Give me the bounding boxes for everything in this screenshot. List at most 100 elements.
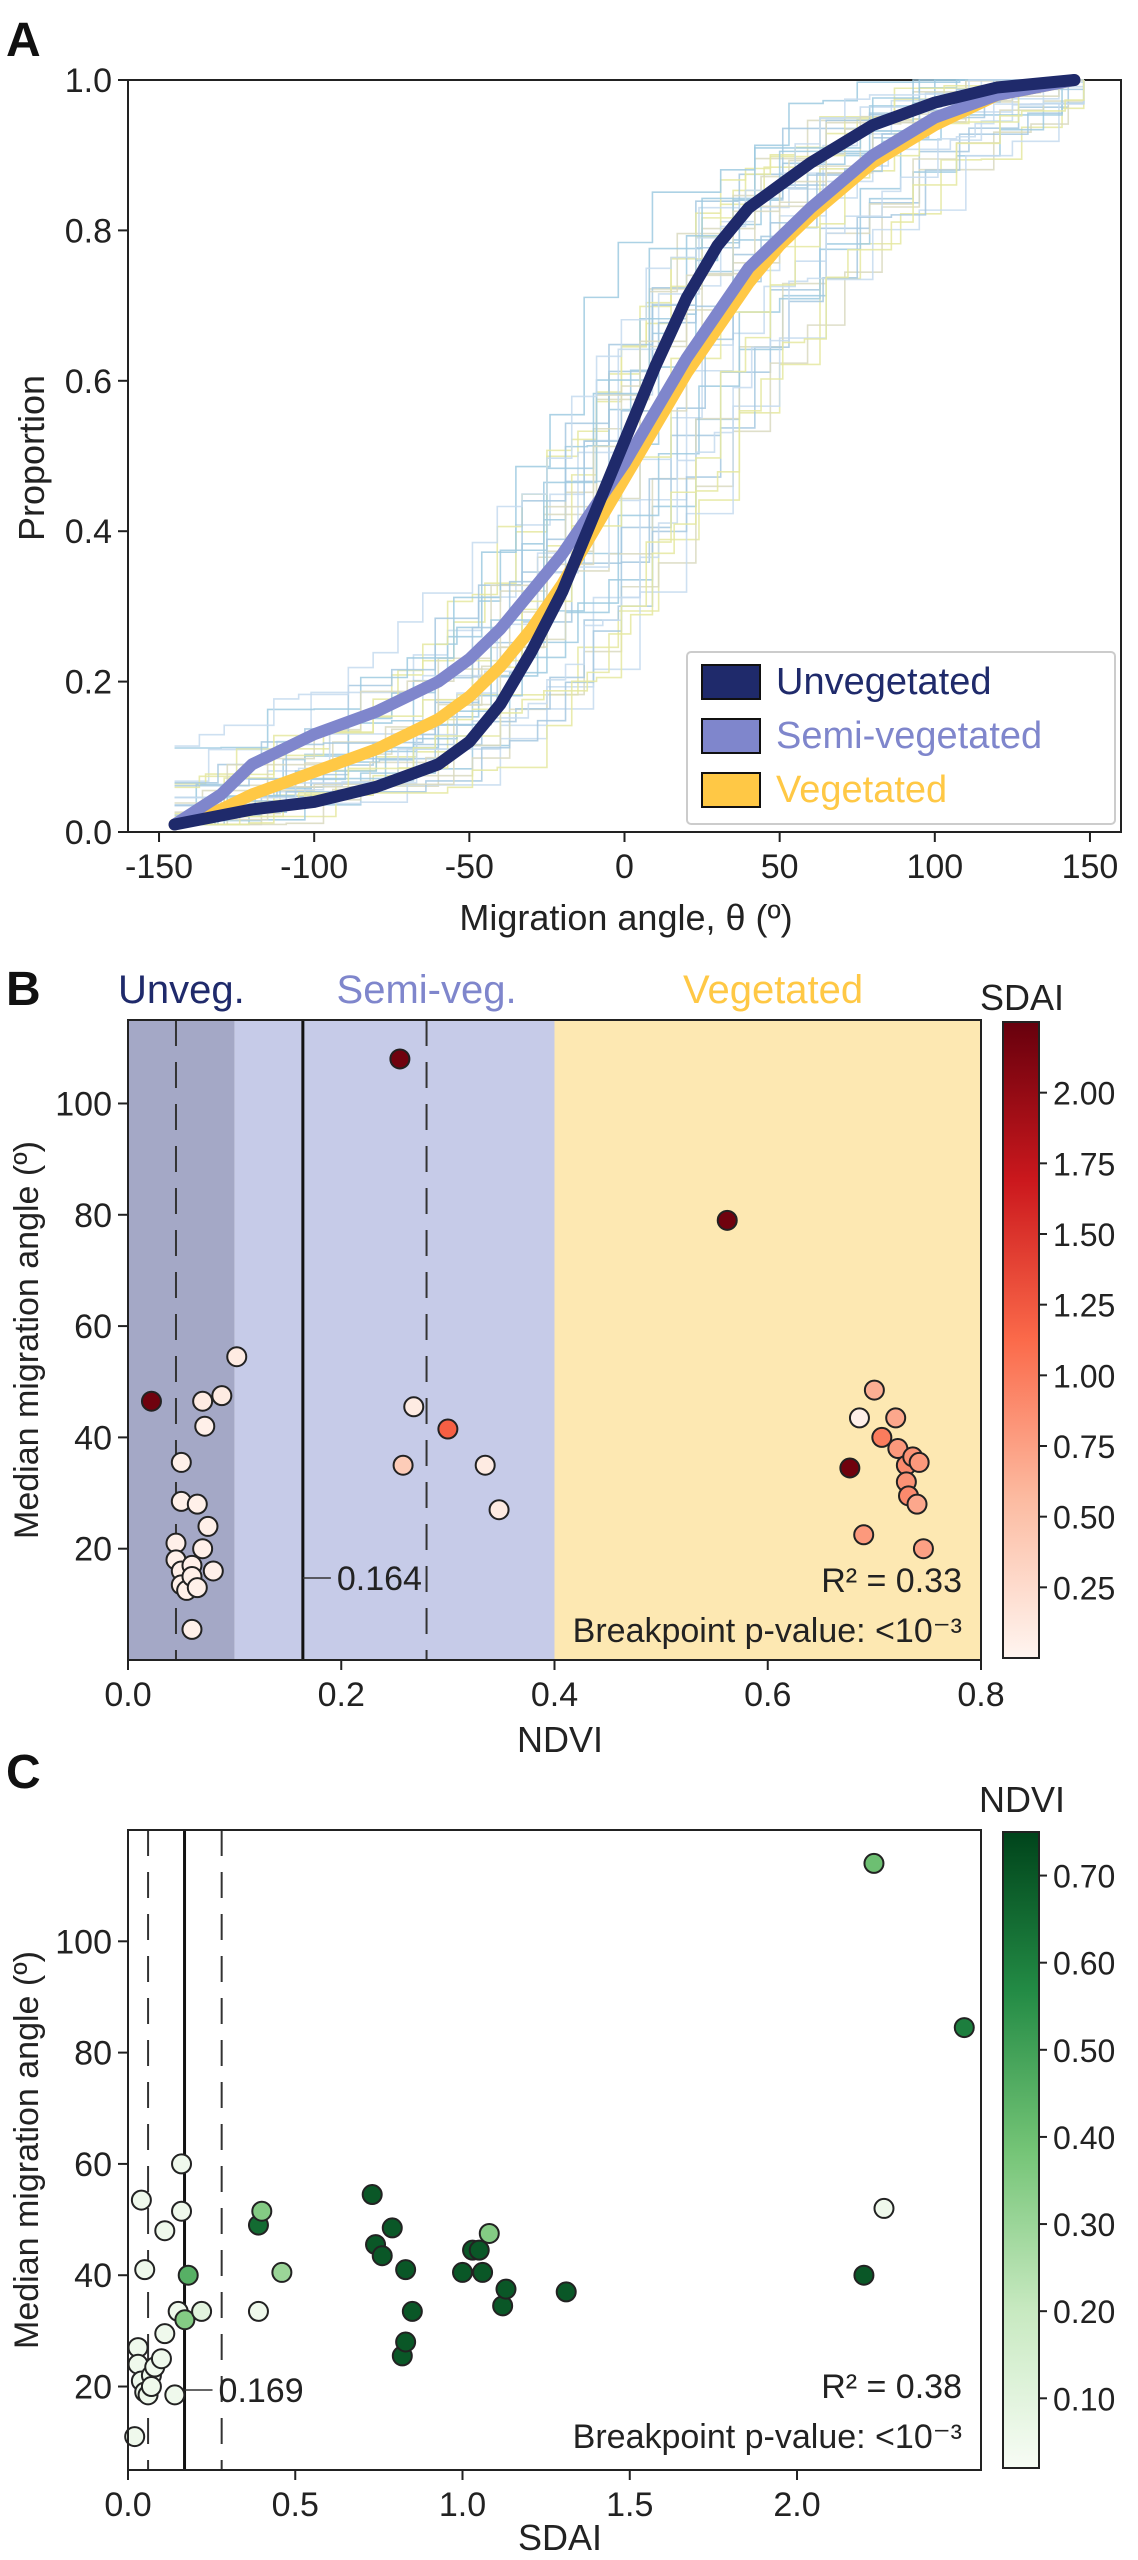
- data-point: [495, 2278, 517, 2300]
- data-point: [395, 2331, 417, 2353]
- data-point: [361, 2184, 383, 2206]
- data-point: [395, 2259, 417, 2281]
- x-axis-label-b: NDVI: [517, 1719, 603, 1760]
- x-ticks-b: 0.0 0.2 0.4 0.6 0.8: [104, 1660, 1005, 1714]
- x-tick-label: 1.0: [439, 2486, 486, 2524]
- data-point: [555, 2281, 577, 2303]
- x-tick-label: 1.5: [606, 2486, 653, 2524]
- data-point: [392, 1454, 414, 1476]
- data-point: [488, 1499, 510, 1521]
- colorbar-tick-label: 0.40: [1053, 2120, 1115, 2156]
- series-curves: [168, 74, 1081, 831]
- data-point: [863, 1852, 885, 1874]
- series-line-unvegetated: [168, 74, 1081, 831]
- data-point: [853, 2264, 875, 2286]
- y-ticks-b: 20 40 60 80 100: [55, 1085, 128, 1569]
- data-point: [885, 1407, 907, 1429]
- y-ticks-c: 20 40 60 80 100: [55, 1923, 128, 2407]
- x-tick-label: -150: [125, 848, 193, 886]
- legend-label-vegetated: Vegetated: [776, 769, 947, 811]
- data-point: [170, 1451, 192, 1473]
- data-point: [181, 1618, 203, 1640]
- colorbar-label-ndvi: NDVI: [979, 1779, 1065, 1820]
- y-axis-label-c: Median migration angle (º): [8, 1951, 46, 2349]
- x-tick-label: -100: [280, 848, 348, 886]
- data-point: [716, 1209, 738, 1231]
- x-tick-label: 0.6: [744, 1676, 791, 1714]
- legend-a: Unvegetated Semi-vegetated Vegetated: [686, 651, 1116, 825]
- colorbar-gradient: [1002, 1021, 1040, 1659]
- x-tick-label: 0.8: [957, 1676, 1004, 1714]
- x-tick-label: 0.0: [104, 1676, 151, 1714]
- y-axis-label-b: Median migration angle (º): [8, 1141, 46, 1539]
- y-tick-label: 80: [74, 1197, 112, 1235]
- panel-label-b: B: [6, 963, 41, 1016]
- colorbar-sdai: 0.25 0.50 0.75 1.00 1.25 1.50 1.75 2.00: [1002, 1021, 1115, 1659]
- colorbar-tick-label: 0.25: [1053, 1570, 1115, 1606]
- legend-swatch-unvegetated: [701, 664, 761, 700]
- x-tick-label: -50: [445, 848, 494, 886]
- y-tick-label: 0.0: [65, 814, 112, 852]
- panel-label-c: C: [6, 1746, 41, 1799]
- y-tick-label: 0.6: [65, 363, 112, 401]
- x-tick-label: 0.4: [531, 1676, 578, 1714]
- data-point: [908, 1451, 930, 1473]
- data-point: [194, 1415, 216, 1437]
- panel-c: C 0.169 0.0 0.5 1.0 1.5 2.0 20 40 60 80 100 SDAI…: [6, 1746, 1115, 2558]
- data-point: [140, 1390, 162, 1412]
- region-labels: Unveg. Semi-veg. Vegetated: [118, 968, 863, 1012]
- individual-cdf-curve: [174, 80, 1085, 826]
- colorbar-tick-label: 0.50: [1053, 1500, 1115, 1536]
- breakpoint-label: 0.164: [337, 1560, 422, 1598]
- legend-swatch-vegetated: [701, 772, 761, 808]
- data-point: [437, 1418, 459, 1440]
- data-point: [452, 2261, 474, 2283]
- colorbar-tick-label: 0.50: [1053, 2033, 1115, 2069]
- data-point: [492, 2295, 514, 2317]
- plot-frame-c: [127, 1829, 982, 2471]
- y-tick-label: 80: [74, 2035, 112, 2073]
- colorbar-tick-label: 2.00: [1053, 1076, 1115, 1112]
- data-point: [403, 1396, 425, 1418]
- individual-cdf-curve: [174, 80, 1085, 807]
- data-point: [474, 1454, 496, 1476]
- data-point: [202, 1560, 224, 1582]
- data-point: [401, 2300, 423, 2322]
- data-point: [472, 2261, 494, 2283]
- individual-cdf-curve: [174, 80, 1085, 826]
- plot-background-c: [128, 1830, 981, 2470]
- data-point: [468, 2239, 490, 2261]
- x-tick-label: 150: [1062, 848, 1119, 886]
- legend-label-semi-vegetated: Semi-vegetated: [776, 715, 1042, 757]
- colorbar-label-sdai: SDAI: [980, 977, 1064, 1018]
- x-tick-label: 0: [615, 848, 634, 886]
- x-tick-label: 100: [906, 848, 963, 886]
- data-point: [154, 2220, 176, 2242]
- x-axis-label-c: SDAI: [518, 2517, 602, 2558]
- y-tick-label: 40: [74, 2257, 112, 2295]
- colorbar-tick-label: 1.75: [1053, 1146, 1115, 1182]
- data-point: [186, 1577, 208, 1599]
- data-point: [177, 2264, 199, 2286]
- colorbar-tick-label: 0.70: [1053, 1859, 1115, 1895]
- x-ticks-c: 0.0 0.5 1.0 1.5 2.0: [104, 2470, 821, 2524]
- data-point: [839, 1457, 861, 1479]
- breakpoint-pvalue-b: Breakpoint p-value: <10⁻³: [573, 1612, 962, 1650]
- data-point: [192, 1390, 214, 1412]
- data-point: [124, 2426, 146, 2448]
- x-tick-label: 0.2: [318, 1676, 365, 1714]
- r-squared-b: R² = 0.33: [821, 1562, 962, 1600]
- data-points-c: [124, 1852, 975, 2448]
- data-point: [912, 1538, 934, 1560]
- data-point: [863, 1379, 885, 1401]
- data-point: [251, 2200, 273, 2222]
- panel-b: B Unveg. Semi-veg. Vegetated 0.164 0.0 0.2 0…: [6, 963, 1115, 1760]
- y-axis-label-a: Proportion: [11, 375, 52, 541]
- colorbar-tick-label: 0.10: [1053, 2381, 1115, 2417]
- data-point: [164, 2384, 186, 2406]
- colorbar-tick-label: 0.30: [1053, 2207, 1115, 2243]
- data-point: [211, 1385, 233, 1407]
- region-label: Vegetated: [683, 968, 863, 1012]
- y-tick-label: 100: [55, 1923, 112, 1961]
- data-point: [134, 2259, 156, 2281]
